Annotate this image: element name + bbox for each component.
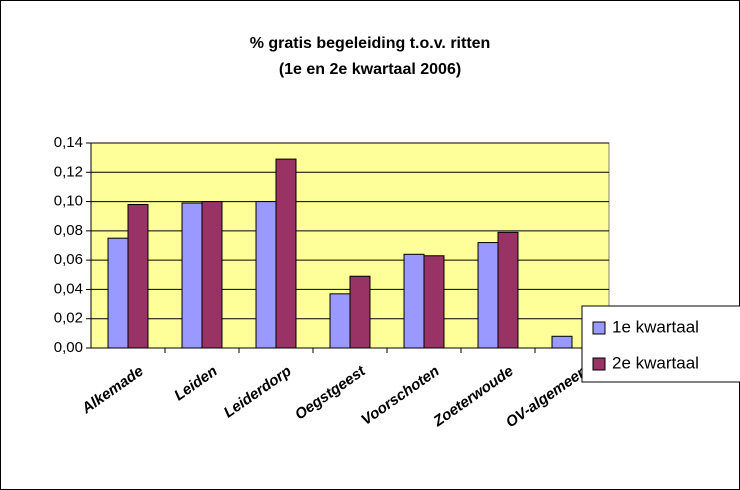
legend-swatch xyxy=(592,321,606,335)
bar xyxy=(329,293,351,349)
y-tick-label: 0,06 xyxy=(54,251,83,268)
y-tick-label: 0,14 xyxy=(54,134,83,151)
bar xyxy=(403,253,425,349)
y-tick-label: 0,02 xyxy=(54,310,83,327)
y-tick-label: 0,04 xyxy=(54,280,83,297)
bar xyxy=(127,204,149,349)
legend-label: 1e kwartaal xyxy=(612,317,699,336)
bar xyxy=(423,255,445,349)
legend-label: 2e kwartaal xyxy=(612,353,699,372)
bar xyxy=(255,201,277,349)
y-tick-label: 0,12 xyxy=(54,163,83,180)
bar xyxy=(349,275,371,349)
bar xyxy=(275,158,297,349)
bar xyxy=(551,335,573,349)
bar xyxy=(201,201,223,349)
legend-box xyxy=(581,305,740,383)
chart-title: % gratis begeleiding t.o.v. ritten xyxy=(250,35,491,52)
bar xyxy=(497,231,519,349)
y-tick-label: 0,10 xyxy=(54,193,83,210)
bar xyxy=(181,202,203,349)
bar xyxy=(107,237,129,349)
bar xyxy=(477,242,499,349)
chart-subtitle: (1e en 2e kwartaal 2006) xyxy=(279,61,461,78)
legend-swatch xyxy=(592,357,606,371)
y-tick-label: 0,00 xyxy=(54,339,83,356)
y-tick-label: 0,08 xyxy=(54,222,83,239)
